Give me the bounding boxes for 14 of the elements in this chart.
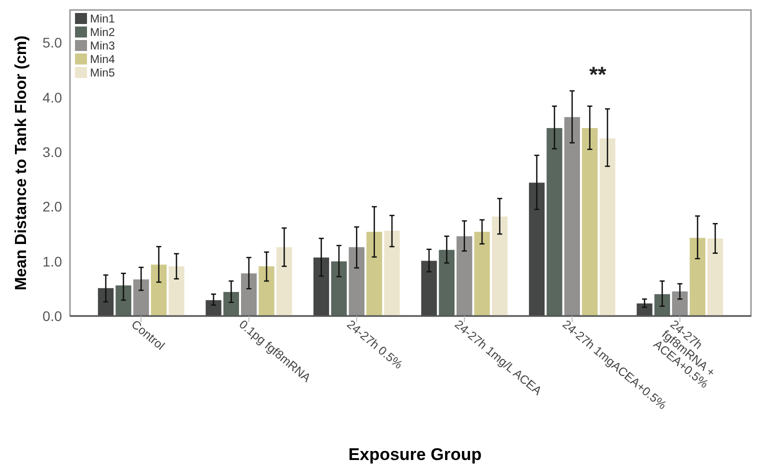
legend-label: Min2 — [90, 27, 115, 39]
y-axis-title: Mean Distance to Tank Floor (cm) — [13, 36, 30, 290]
x-axis-title: Exposure Group — [348, 445, 482, 464]
annotation: ** — [589, 62, 607, 87]
legend-label: Min5 — [90, 68, 115, 80]
y-tick-label: 0.0 — [42, 308, 62, 324]
y-tick-label: 5.0 — [42, 34, 62, 51]
legend-label: Min4 — [90, 54, 116, 66]
y-tick-label: 3.0 — [42, 144, 62, 160]
y-tick-label: 1.0 — [42, 253, 62, 270]
y-tick-label: 4.0 — [42, 89, 62, 106]
y-tick-label: 2.0 — [42, 198, 62, 215]
legend-label: Min1 — [90, 14, 115, 26]
legend-label: Min3 — [90, 40, 115, 52]
